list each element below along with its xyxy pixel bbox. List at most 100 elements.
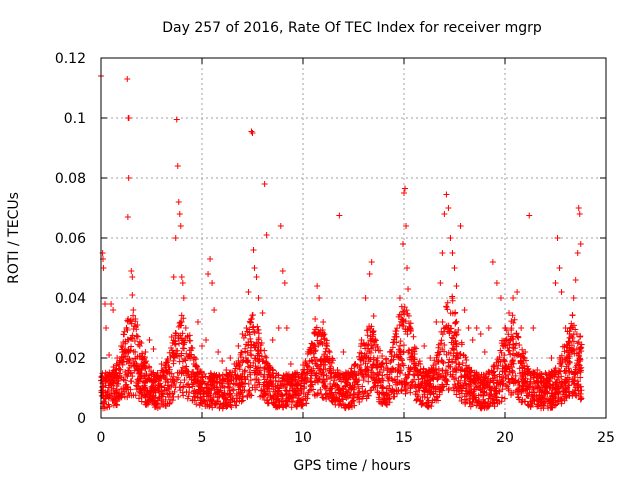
roti-sample-point (101, 405, 108, 412)
roti-sample-point (457, 351, 464, 358)
roti-sample-point (394, 380, 401, 387)
roti-sample-point (459, 360, 466, 367)
roti-sample-point (206, 386, 213, 393)
roti-sample-point (198, 397, 205, 404)
roti-sample-point (401, 379, 408, 386)
x-tick-label: 25 (597, 430, 615, 446)
roti-sample-point (525, 383, 532, 390)
roti-sample-point (236, 395, 243, 402)
roti-sample-point (148, 387, 155, 394)
roti-data-point (575, 205, 582, 211)
roti-sample-point (576, 358, 583, 365)
roti-data-point (132, 316, 139, 322)
roti-sample-point (415, 393, 422, 400)
roti-sample-point (364, 390, 371, 397)
roti-data-point (542, 370, 549, 376)
roti-sample-point (453, 360, 460, 367)
roti-sample-point (161, 372, 168, 379)
roti-sample-point (263, 397, 270, 404)
roti-sample-point (395, 364, 402, 371)
roti-sample-point (343, 377, 350, 384)
roti-sample-point (363, 395, 370, 402)
roti-sample-point (100, 399, 107, 406)
roti-sample-point (557, 354, 564, 361)
roti-sample-point (138, 398, 145, 405)
roti-sample-point (384, 392, 391, 399)
roti-sample-point (399, 308, 406, 315)
roti-sample-point (109, 370, 116, 377)
roti-sample-point (398, 387, 405, 394)
roti-sample-point (272, 374, 279, 381)
roti-sample-point (289, 392, 296, 399)
roti-sample-point (545, 398, 552, 405)
roti-data-point (312, 316, 319, 322)
roti-sample-point (505, 347, 512, 354)
roti-sample-point (171, 380, 178, 387)
roti-sample-point (552, 402, 559, 409)
roti-sample-point (499, 363, 506, 370)
roti-sample-point (447, 350, 454, 357)
roti-sample-point (374, 363, 381, 370)
roti-sample-point (145, 375, 152, 382)
roti-data-point (180, 295, 187, 301)
roti-sample-point (558, 380, 565, 387)
roti-data-point (477, 331, 484, 337)
roti-sample-point (514, 333, 521, 340)
roti-data-point (277, 223, 284, 229)
roti-sample-point (453, 369, 460, 376)
roti-data-point (114, 355, 121, 361)
roti-sample-point (108, 386, 115, 393)
roti-sample-point (571, 380, 578, 387)
roti-sample-point (443, 381, 450, 388)
roti-sample-point (397, 342, 404, 349)
roti-sample-point (200, 390, 207, 397)
roti-sample-point (329, 398, 336, 405)
roti-sample-point (434, 375, 441, 382)
roti-sample-point (149, 382, 156, 389)
roti-sample-point (224, 390, 231, 397)
roti-data-point (358, 337, 365, 343)
roti-sample-point (146, 372, 153, 379)
roti-sample-point (236, 362, 243, 369)
roti-sample-point (128, 378, 135, 385)
roti-data-point (404, 265, 411, 271)
roti-sample-point (173, 350, 180, 357)
roti-sample-point (160, 401, 167, 408)
roti-sample-point (363, 366, 370, 373)
roti-sample-point (275, 371, 282, 378)
roti-data-point (250, 247, 257, 253)
roti-sample-point (261, 371, 268, 378)
roti-sample-point (569, 334, 576, 341)
roti-sample-point (555, 374, 562, 381)
roti-sample-point (538, 371, 545, 378)
roti-sample-point (433, 397, 440, 404)
roti-sample-point (453, 352, 460, 359)
roti-sample-point (325, 358, 332, 365)
roti-sample-point (288, 374, 295, 381)
roti-sample-point (478, 371, 485, 378)
roti-sample-point (150, 379, 157, 386)
roti-sample-point (132, 392, 139, 399)
roti-sample-point (452, 319, 459, 326)
roti-sample-point (327, 386, 334, 393)
roti-sample-point (418, 381, 425, 388)
roti-sample-point (247, 338, 254, 345)
roti-sample-point (300, 397, 307, 404)
roti-sample-point (439, 367, 446, 374)
roti-sample-point (236, 381, 243, 388)
roti-sample-point (178, 318, 185, 325)
roti-data-point (336, 212, 343, 219)
roti-data-point (576, 211, 583, 217)
roti-sample-point (332, 389, 339, 396)
roti-sample-point (191, 376, 198, 383)
roti-sample-point (228, 377, 235, 384)
roti-sample-point (165, 363, 172, 370)
roti-sample-point (362, 342, 369, 349)
roti-data-point (534, 367, 541, 373)
roti-sample-point (194, 390, 201, 397)
roti-sample-point (320, 371, 327, 378)
roti-sample-point (166, 400, 173, 407)
roti-sample-point (406, 320, 413, 327)
roti-sample-point (373, 357, 380, 364)
roti-sample-point (342, 405, 349, 412)
